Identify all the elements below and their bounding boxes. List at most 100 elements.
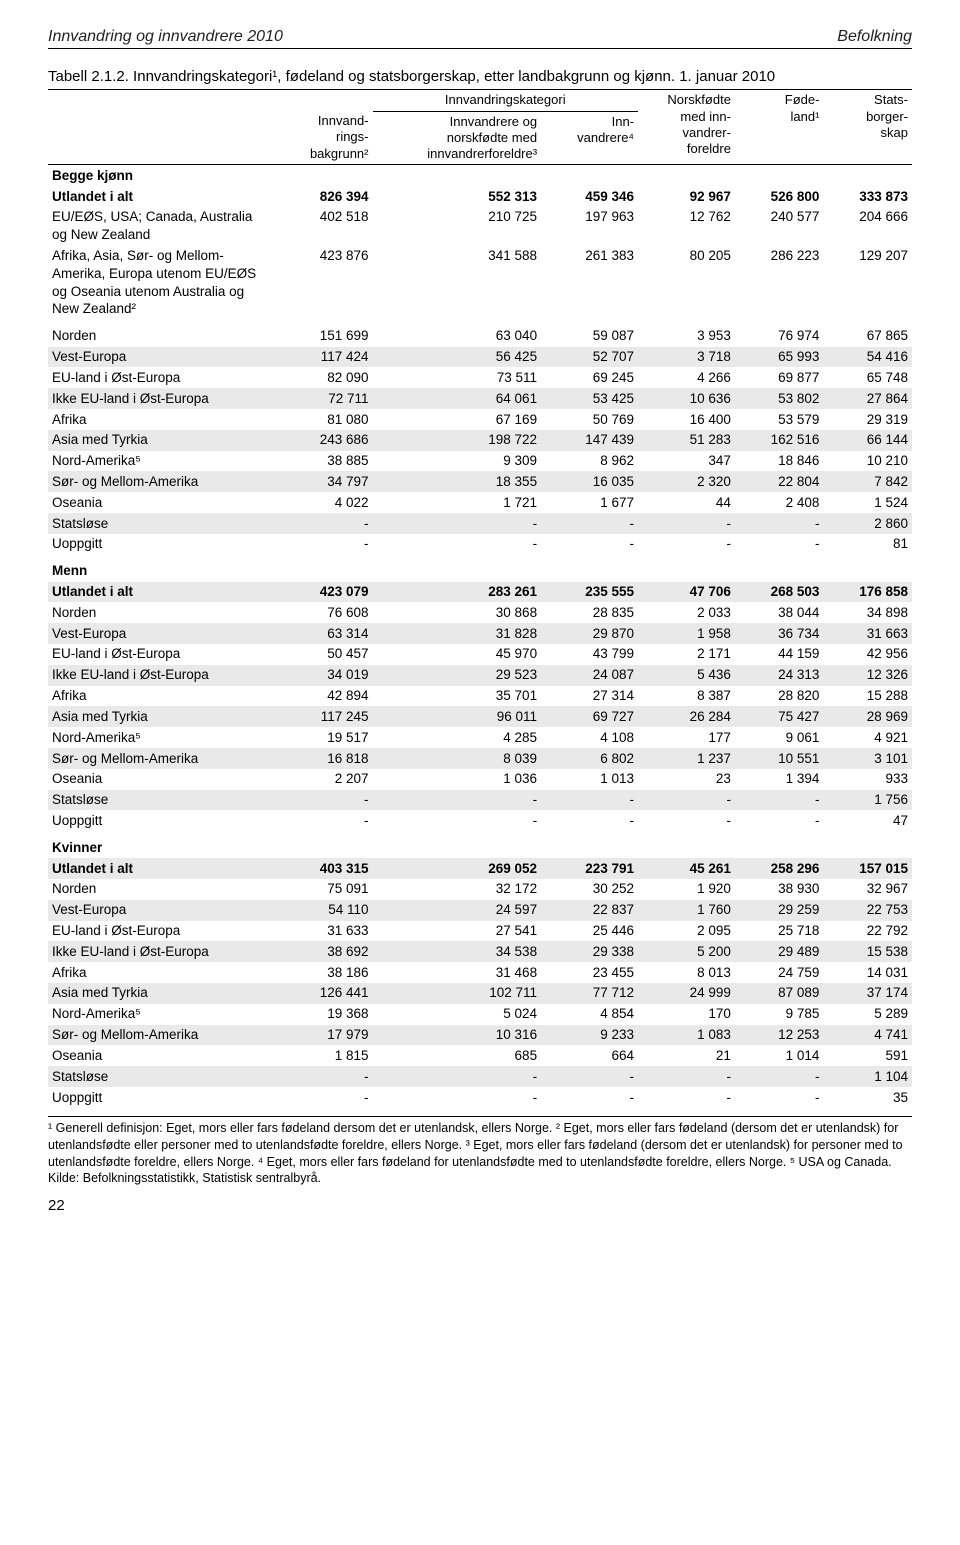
cell-value: -	[373, 513, 542, 534]
cell-value: 53 579	[735, 409, 824, 430]
cell-value: 64 061	[373, 388, 542, 409]
cell-value: -	[373, 810, 542, 831]
cell-value: 87 089	[735, 983, 824, 1004]
cell-value: -	[373, 534, 542, 555]
cell-value: 12 762	[638, 207, 735, 246]
row-label: Oseania	[48, 1045, 271, 1066]
cell-value: 69 245	[541, 367, 638, 388]
cell-value: 24 999	[638, 983, 735, 1004]
cell-value: 10 316	[373, 1025, 542, 1046]
cell-value: 10 636	[638, 388, 735, 409]
cell-value: 240 577	[735, 207, 824, 246]
cell-value: -	[638, 534, 735, 555]
cell-value: -	[541, 810, 638, 831]
row-label: Vest-Europa	[48, 900, 271, 921]
cell-value: 261 383	[541, 246, 638, 320]
cell-value: 34 538	[373, 941, 542, 962]
cell-value: 22 837	[541, 900, 638, 921]
cell-value: 29 319	[823, 409, 912, 430]
cell-value: 96 011	[373, 706, 542, 727]
cell-value: 10 210	[823, 451, 912, 472]
cell-value: 32 967	[823, 879, 912, 900]
cell-value: -	[271, 790, 372, 811]
row-label: Uoppgitt	[48, 1087, 271, 1108]
cell-value: 341 588	[373, 246, 542, 320]
cell-value: 4 854	[541, 1004, 638, 1025]
cell-value: 27 864	[823, 388, 912, 409]
table-row: Norden76 60830 86828 8352 03338 04434 89…	[48, 602, 912, 623]
cell-value: -	[638, 790, 735, 811]
cell-value: 269 052	[373, 858, 542, 879]
table-row: Oseania1 815685664211 014591	[48, 1045, 912, 1066]
cell-value: 258 296	[735, 858, 824, 879]
cell-value: 65 748	[823, 367, 912, 388]
cell-value: 44	[638, 492, 735, 513]
cell-value: 9 233	[541, 1025, 638, 1046]
cell-value: 16 818	[271, 748, 372, 769]
table-footnote: ¹ Generell definisjon: Eget, mors eller …	[48, 1116, 912, 1188]
cell-value: 22 804	[735, 471, 824, 492]
cell-value: 24 087	[541, 665, 638, 686]
cell-value: 35	[823, 1087, 912, 1108]
cell-value: 42 894	[271, 686, 372, 707]
cell-value: 27 314	[541, 686, 638, 707]
cell-value: 333 873	[823, 186, 912, 207]
cell-value: 157 015	[823, 858, 912, 879]
section-header: Menn	[48, 561, 912, 582]
cell-value: 18 355	[373, 471, 542, 492]
cell-value: 459 346	[541, 186, 638, 207]
cell-value: 1 083	[638, 1025, 735, 1046]
col-innvandrere-og-norskfodte: Innvandrere ognorskfødte medinnvandrerfo…	[373, 111, 542, 165]
cell-value: 283 261	[373, 582, 542, 603]
row-label: Afrika	[48, 686, 271, 707]
cell-value: 50 457	[271, 644, 372, 665]
cell-value: 72 711	[271, 388, 372, 409]
cell-value: 51 283	[638, 430, 735, 451]
table-row: Statsløse-----1 756	[48, 790, 912, 811]
document-page: Innvandring og innvandrere 2010 Befolkni…	[0, 0, 960, 1254]
cell-value: -	[638, 513, 735, 534]
cell-value: 6 802	[541, 748, 638, 769]
table-row: Oseania4 0221 7211 677442 4081 524	[48, 492, 912, 513]
row-label: Vest-Europa	[48, 347, 271, 368]
cell-value: -	[638, 810, 735, 831]
cell-value: -	[541, 790, 638, 811]
table-row: EU-land i Øst-Europa31 63327 54125 4462 …	[48, 921, 912, 942]
cell-value: 423 876	[271, 246, 372, 320]
cell-value: 22 753	[823, 900, 912, 921]
table-row: Ikke EU-land i Øst-Europa38 69234 53829 …	[48, 941, 912, 962]
cell-value: 1 036	[373, 769, 542, 790]
row-label: Asia med Tyrkia	[48, 706, 271, 727]
col-statsborgerskap: Stats-borger-skap	[823, 90, 912, 165]
cell-value: 1 721	[373, 492, 542, 513]
cell-value: 15 288	[823, 686, 912, 707]
row-label: Norden	[48, 879, 271, 900]
cell-value: 38 692	[271, 941, 372, 962]
table-row: Asia med Tyrkia243 686198 722147 43951 2…	[48, 430, 912, 451]
row-label: Sør- og Mellom-Amerika	[48, 471, 271, 492]
cell-value: 31 468	[373, 962, 542, 983]
cell-value: -	[735, 790, 824, 811]
col-fodeland: Føde-land¹	[735, 90, 824, 165]
cell-value: 31 663	[823, 623, 912, 644]
table-row: Nord-Amerika⁵19 3685 0244 8541709 7855 2…	[48, 1004, 912, 1025]
table-row: Vest-Europa117 42456 42552 7073 71865 99…	[48, 347, 912, 368]
cell-value: 15 538	[823, 941, 912, 962]
cell-value: -	[541, 1066, 638, 1087]
cell-value: 81	[823, 534, 912, 555]
table-title: Tabell 2.1.2. Innvandringskategori¹, fød…	[48, 67, 912, 87]
cell-value: 66 144	[823, 430, 912, 451]
table-row: Sør- og Mellom-Amerika17 97910 3169 2331…	[48, 1025, 912, 1046]
cell-value: 223 791	[541, 858, 638, 879]
cell-value: 75 427	[735, 706, 824, 727]
table-row: Ikke EU-land i Øst-Europa72 71164 06153 …	[48, 388, 912, 409]
row-label: Uoppgitt	[48, 810, 271, 831]
table-row: Afrika38 18631 46823 4558 01324 75914 03…	[48, 962, 912, 983]
cell-value: 826 394	[271, 186, 372, 207]
table-head: Innvandringskategori Norskfødtemed inn-v…	[48, 90, 912, 165]
row-label: Oseania	[48, 769, 271, 790]
cell-value: 92 967	[638, 186, 735, 207]
row-label: Oseania	[48, 492, 271, 513]
cell-value: 176 858	[823, 582, 912, 603]
cell-value: 126 441	[271, 983, 372, 1004]
